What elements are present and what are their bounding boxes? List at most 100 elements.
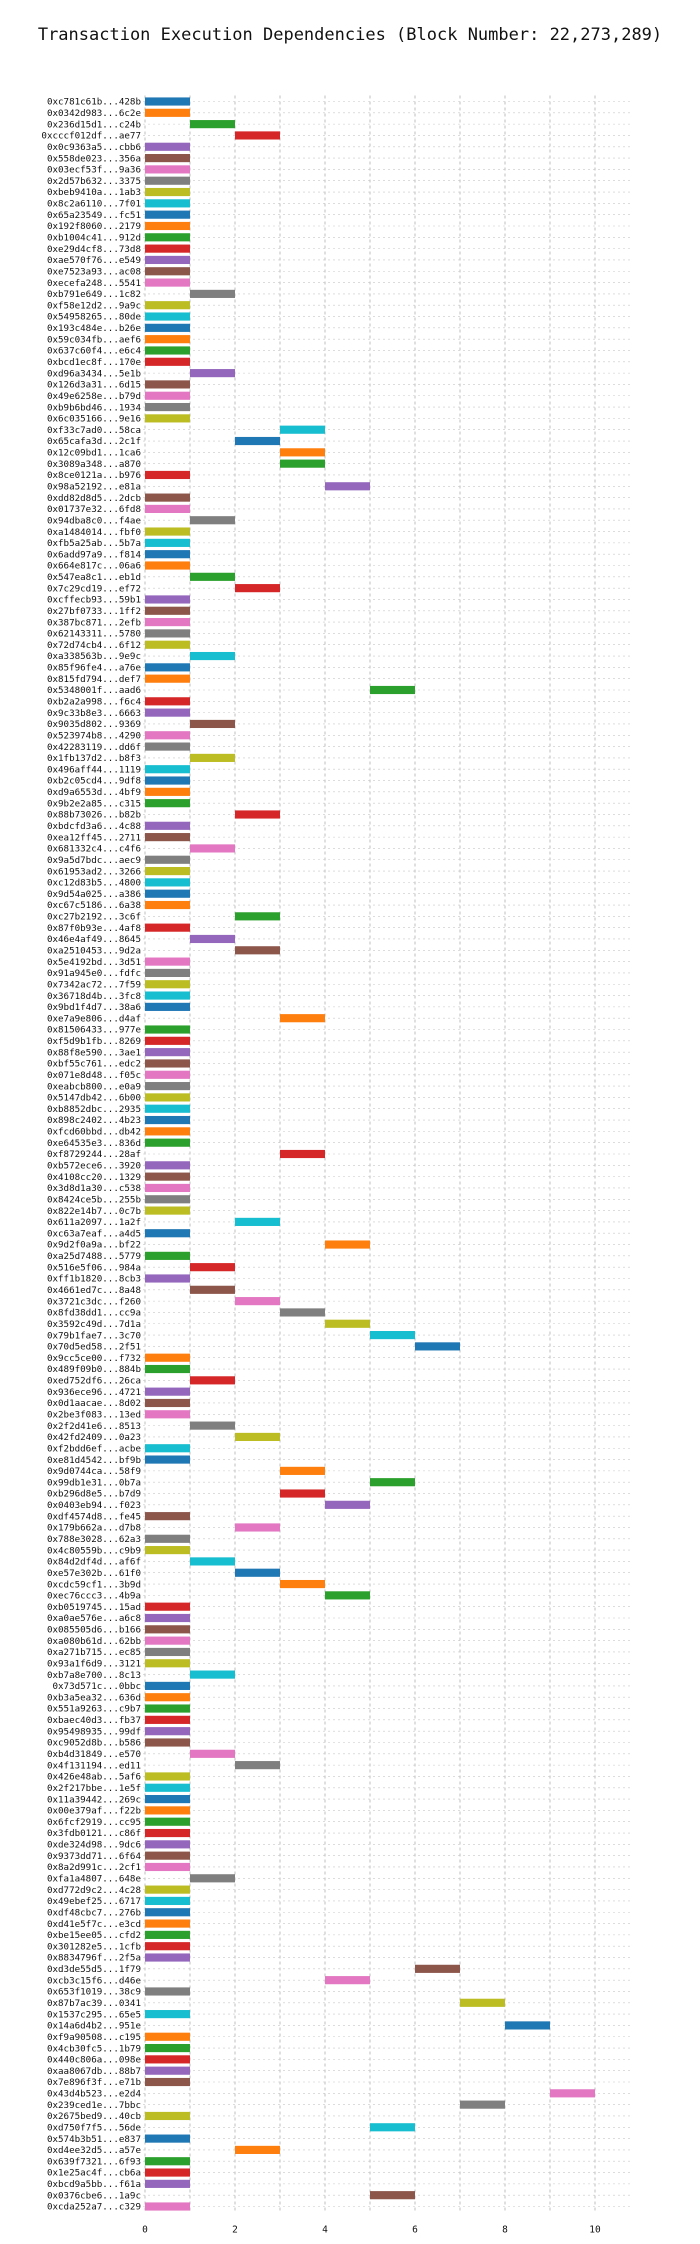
transaction-bar [190, 1263, 235, 1272]
transaction-bar [325, 1591, 370, 1600]
transaction-bar [235, 1432, 280, 1442]
transaction-bar [145, 402, 190, 412]
transaction-label: 0x6c035166...9e16 [47, 414, 141, 425]
transaction-bar [145, 323, 190, 332]
transaction-label: 0xd41e5f7c...e3cd [47, 1919, 141, 1930]
transaction-label: 0x11a39442...269c [47, 1794, 141, 1805]
transaction-label: 0x4cb30fc5...1b79 [47, 2043, 141, 2054]
transaction-bar [325, 1240, 370, 1249]
transaction-bar [280, 1308, 325, 1317]
transaction-bar [145, 2179, 190, 2188]
transaction-bar [370, 2191, 415, 2200]
transaction-label: 0xd750f7f5...56de [47, 2122, 141, 2133]
transaction-bar [145, 278, 190, 287]
transaction-label: 0x3721c3dc...f260 [47, 1296, 141, 1307]
transaction-label: 0x126d3a31...6d15 [47, 380, 141, 391]
transaction-label: 0x788e3028...62a3 [47, 1534, 141, 1545]
transaction-label: 0x639f7321...6f93 [47, 2156, 141, 2167]
transaction-bar [145, 674, 190, 683]
transaction-bar [280, 1014, 325, 1023]
transaction-label: 0x5348001f...aad6 [47, 685, 141, 696]
transaction-label: 0x4108cc20...1329 [47, 1172, 141, 1183]
transaction-bar [235, 1523, 280, 1532]
transaction-label: 0xdd82d8d5...2dcb [47, 493, 141, 504]
transaction-bar [145, 606, 190, 615]
transaction-bar [190, 753, 235, 762]
transaction-label: 0x8a2d991c...2cf1 [47, 1862, 141, 1873]
transaction-label: 0x9cc5ce00...f732 [47, 1353, 141, 1364]
transaction-label: 0x664e817c...06a6 [47, 561, 141, 572]
bar-layer [145, 97, 595, 2211]
transaction-bar [145, 1398, 190, 1408]
transaction-bar [280, 1149, 325, 1159]
transaction-bar [145, 1059, 190, 1068]
transaction-bar [145, 267, 190, 276]
transaction-label: 0xbcd1ec8f...170e [47, 357, 141, 368]
transaction-bar [145, 1093, 190, 1102]
transaction-bar [235, 912, 280, 921]
transaction-bar [145, 108, 190, 117]
transaction-label: 0x2675bed9...40cb [47, 2111, 141, 2122]
transaction-label: 0xb1004c41...912d [47, 233, 141, 244]
transaction-label: 0x27bf0733...1ff2 [47, 606, 141, 617]
transaction-bar [190, 1670, 235, 1679]
transaction-bar [145, 187, 190, 197]
transaction-bar [145, 1659, 190, 1668]
transaction-label: 0x99db1e31...0b7a [47, 1477, 141, 1488]
transaction-bar [145, 154, 190, 163]
transaction-bar [145, 1693, 190, 1702]
transaction-label: 0x85f96fe4...a76e [47, 663, 141, 674]
transaction-bar [145, 991, 190, 1000]
transaction-bar [145, 1512, 190, 1521]
transaction-label: 0x7e896f3f...e71b [47, 2077, 141, 2088]
transaction-label: 0x95498935...99df [47, 1726, 141, 1737]
transaction-label: 0x01737e32...6fd8 [47, 504, 141, 515]
transaction-bar [235, 810, 280, 819]
transaction-bar [145, 1636, 190, 1645]
transaction-label: 0x0d1aacae...8d02 [47, 1398, 141, 1409]
transaction-label: 0x516e5f06...984a [47, 1262, 141, 1273]
transaction-bar [145, 980, 190, 989]
transaction-label: 0x9d2f0a9a...bf22 [47, 1240, 141, 1251]
transaction-label: 0xc63a7eaf...a4d5 [47, 1228, 141, 1239]
transaction-label: 0xf9a90508...c195 [47, 2032, 141, 2043]
transaction-label: 0x91a945e0...fdfc [47, 968, 141, 979]
transaction-label: 0x88b73026...b82b [47, 810, 141, 821]
transaction-label: 0x8fd38dd1...cc9a [47, 1308, 141, 1319]
transaction-label: 0xf5d9b1fb...8269 [47, 1036, 141, 1047]
transaction-label: 0xc781c61b...428b [47, 97, 141, 108]
transaction-bar [145, 210, 190, 219]
transaction-label: 0xb2a2a998...f6c4 [47, 697, 142, 708]
transaction-bar [145, 1772, 190, 1781]
transaction-label: 0x3fdb0121...c86f [47, 1828, 141, 1839]
transaction-label: 0x192f8060...2179 [47, 221, 141, 232]
transaction-bar [145, 538, 190, 547]
transaction-bar [190, 369, 235, 378]
transaction-bar [145, 1806, 190, 1815]
transaction-label: 0x0342d983...6c2e [47, 108, 141, 119]
transaction-bar [235, 584, 280, 593]
transaction-bar [280, 425, 325, 434]
transaction-label: 0xe57e302b...61f0 [47, 1568, 141, 1579]
transaction-label: 0xe29d4cf8...73d8 [47, 244, 141, 255]
transaction-label: 0xc67c5186...6a38 [47, 900, 141, 911]
transaction-label: 0xcda252a7...c329 [47, 2202, 141, 2213]
transaction-bar [145, 1455, 190, 1464]
transaction-label: 0x36718d4b...3fc8 [47, 991, 141, 1002]
transaction-bar [145, 1274, 190, 1283]
transaction-label: 0x9a5d7bdc...aec9 [47, 855, 141, 866]
transaction-bar [145, 968, 190, 977]
transaction-bar [145, 2134, 190, 2143]
transaction-label: 0x42fd2409...0a23 [47, 1432, 141, 1443]
transaction-bar [145, 866, 190, 876]
transaction-label: 0x440c806a...098e [47, 2055, 141, 2066]
transaction-label: 0x79b1fae7...3c70 [47, 1330, 141, 1341]
x-tick-label: 8 [502, 2225, 508, 2236]
transaction-label: 0xfcd60bbd...db42 [47, 1127, 141, 1138]
transaction-label: 0xc12d83b5...4800 [47, 878, 141, 889]
transaction-bar [235, 1297, 280, 1306]
transaction-bar [145, 244, 190, 253]
transaction-label: 0x3d8d1a30...c538 [47, 1183, 141, 1194]
transaction-bar [145, 1817, 190, 1826]
